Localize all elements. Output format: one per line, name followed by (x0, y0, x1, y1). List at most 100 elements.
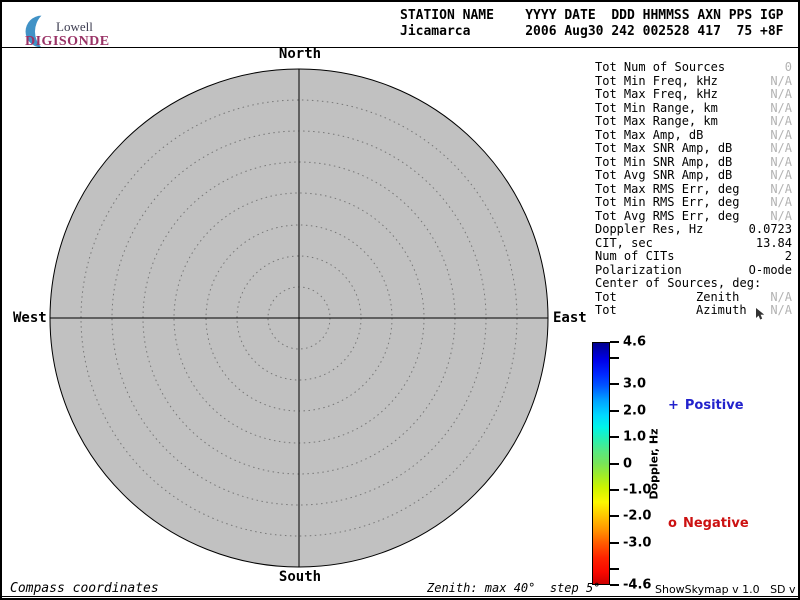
circle-marker-icon: o (668, 516, 677, 531)
colorbar-tick-label: -4.6 (623, 577, 652, 593)
colorbar-tick-label: 4.6 (623, 334, 647, 350)
stat-row: Doppler Res, Hz 0.0723 (595, 222, 792, 237)
stat-label: Tot Max Range, km (595, 114, 718, 128)
stat-row: Tot Max Range, km N/A (595, 114, 792, 129)
stat-row: Tot Max Amp, dB N/A (595, 127, 792, 143)
stat-value: N/A (770, 100, 792, 115)
colorbar-tick-labels: 4.6 3.0 2.0 1.0 0 -1.0 -2.0 -3.0 -4.6 (623, 335, 663, 593)
stat-value: O-mode (748, 262, 792, 277)
legend-negative-label: Negative (682, 516, 749, 531)
colorbar-tick-label: 2.0 (623, 403, 647, 419)
mouse-cursor-icon (756, 308, 765, 320)
plus-marker-icon: + (668, 398, 679, 413)
colorbar-tick (610, 568, 619, 571)
station-header-values: Jicamarca 2006 Aug30 242 002528 417 75 +… (400, 24, 784, 39)
stat-value: 0 (784, 60, 792, 74)
stat-label: Tot Avg SNR Amp, dB (595, 168, 733, 182)
logo-lowell-text: Lowell (56, 19, 93, 34)
stat-row: Tot Min RMS Err, deg N/A (595, 195, 792, 210)
colorbar-tick-label: -3.0 (623, 535, 652, 551)
totals-stats-panel: Tot Num of Sources 0 Tot Min Freq, kHz N/A… (595, 60, 792, 318)
stat-label: CIT, sec (595, 235, 653, 250)
stat-label: Doppler Res, Hz (595, 222, 704, 236)
stat-value: 2 (784, 249, 792, 263)
station-header: STATION NAME YYYY DATE DDD HHMMSS AXN PP… (400, 8, 784, 40)
colorbar-tick-label: 0 (623, 456, 633, 471)
colorbar-tick (610, 488, 619, 491)
stat-label: Polarization (595, 262, 682, 277)
colorbar-tick-label: 1.0 (623, 429, 647, 445)
stat-label: Tot Min RMS Err, deg (595, 195, 740, 209)
colorbar-tick (610, 462, 619, 465)
version-label: ShowSkymap v 1.0 SD v 4.2 (655, 583, 796, 596)
stat-label: Tot (595, 303, 617, 317)
stat-label: Center of Sources, deg: (595, 276, 762, 290)
stat-row: Tot Max Freq, kHz N/A (595, 87, 792, 102)
stat-value: 0.0723 (748, 222, 792, 236)
stat-sublabel: Azimuth (696, 303, 747, 317)
stat-sublabel: Zenith (696, 289, 740, 304)
coordinate-system-label: Compass coordinates (10, 581, 159, 596)
colorbar-tick (610, 409, 619, 412)
stat-value: N/A (770, 87, 792, 101)
stat-row: Tot Min Freq, kHz N/A (595, 73, 792, 89)
legend-positive: + Positive (668, 398, 744, 413)
stat-value: N/A (770, 181, 792, 196)
stat-label: Num of CITs (595, 249, 675, 263)
stat-value: N/A (770, 73, 792, 88)
stat-value: N/A (770, 289, 792, 304)
stat-value: N/A (770, 303, 792, 317)
colorbar-tick (610, 436, 619, 438)
colorbar-axis-title: Doppler, Hz (647, 428, 661, 500)
compass-label-west: West (13, 310, 47, 326)
stat-label: Tot Max Amp, dB (595, 127, 704, 142)
stat-label: Tot Num of Sources (595, 60, 726, 74)
colorbar-tick (610, 383, 619, 386)
zenith-range-label: Zenith: max 40° step 5° (427, 581, 601, 595)
stat-label: Tot Min Freq, kHz (595, 73, 718, 88)
colorbar-tick (610, 584, 619, 586)
stat-value: 13.84 (755, 235, 792, 250)
colorbar-tick (610, 341, 619, 343)
stat-label: Tot Avg RMS Err, deg (595, 208, 740, 223)
colorbar-gradient (593, 343, 609, 584)
legend-positive-label: Positive (684, 398, 744, 413)
compass-label-south: South (278, 569, 322, 585)
stat-row: Tot Min SNR Amp, dB N/A (595, 154, 792, 170)
stat-row: Tot Min Range, km N/A (595, 100, 792, 116)
colorbar-tick (610, 356, 619, 359)
stat-value: N/A (770, 127, 792, 142)
stat-row: Tot Avg RMS Err, deg N/A (595, 208, 792, 224)
stat-value: N/A (770, 154, 792, 169)
stat-label: Tot Max RMS Err, deg (595, 181, 740, 196)
stat-value: N/A (770, 141, 792, 155)
colorbar-tick-label: 3.0 (623, 376, 647, 392)
digisonde-logo: Lowell DIGISONDE (10, 8, 240, 49)
stat-row: Tot Num of Sources 0 (595, 60, 792, 75)
stat-row: Tot Avg SNR Amp, dB N/A (595, 168, 792, 183)
stat-label: Tot Max Freq, kHz (595, 87, 718, 101)
stat-value: N/A (770, 168, 792, 182)
stat-row: Tot Max RMS Err, deg N/A (595, 181, 792, 197)
colorbar-tick-label: -1.0 (623, 482, 652, 498)
colorbar-tick (610, 541, 619, 544)
stat-row: Tot Zenith N/A (595, 289, 792, 305)
station-header-columns: STATION NAME YYYY DATE DDD HHMMSS AXN PP… (400, 8, 784, 23)
doppler-colorbar (592, 342, 610, 585)
stat-row: Tot Max SNR Amp, dB N/A (595, 141, 792, 156)
stat-value: N/A (770, 195, 792, 209)
stat-row: Center of Sources, deg: (595, 276, 792, 291)
stat-label: Tot Min SNR Amp, dB (595, 154, 733, 169)
legend-negative: o Negative (668, 516, 749, 531)
stat-label: Tot (595, 289, 617, 304)
lowell-crescent-icon (25, 15, 42, 48)
stat-row: Tot Azimuth N/A (595, 303, 792, 318)
stat-row: CIT, sec 13.84 (595, 235, 792, 251)
colorbar-ticks (610, 341, 620, 586)
compass-label-east: East (553, 310, 587, 326)
footer-rule (2, 596, 798, 597)
header-separator (2, 47, 798, 48)
stat-row: Polarization O-mode (595, 262, 792, 278)
